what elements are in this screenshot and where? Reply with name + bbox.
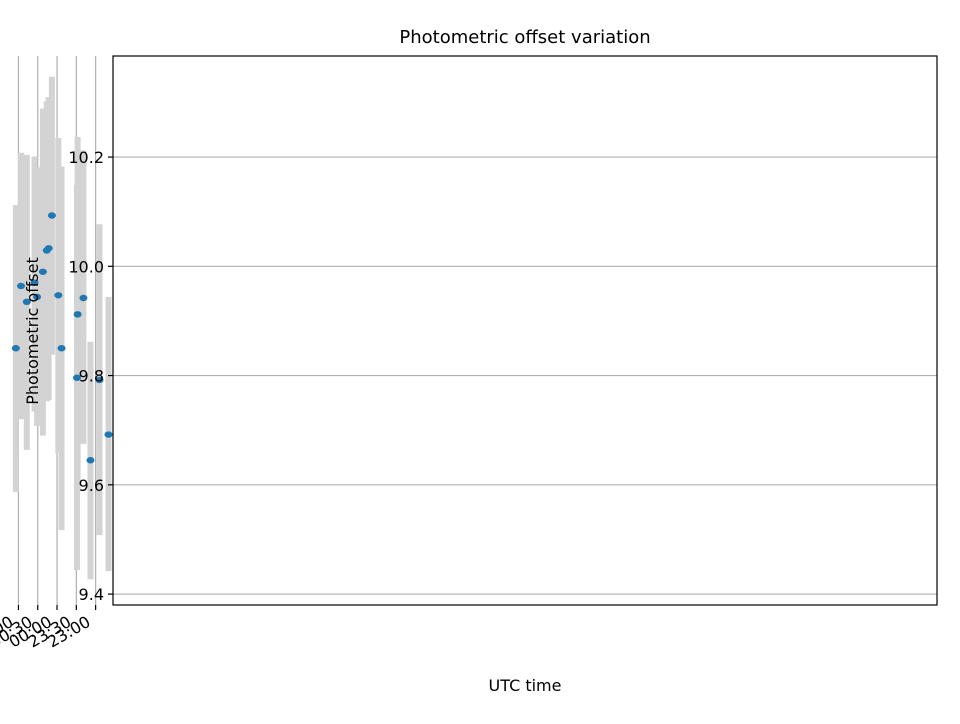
y-tick-label: 10.2 <box>68 148 104 167</box>
data-points <box>11 212 113 464</box>
x-axis-label: UTC time <box>489 676 562 695</box>
data-point <box>79 294 88 302</box>
y-tick-label: 9.8 <box>79 367 104 386</box>
data-point <box>73 311 82 318</box>
chart-title: Photometric offset variation <box>399 27 650 48</box>
data-point <box>104 431 113 438</box>
plot-frame <box>112 55 938 606</box>
y-axis: 9.4 9.6 9.8 10.0 10.2 <box>68 148 113 604</box>
data-point <box>33 293 42 301</box>
data-point <box>11 345 20 352</box>
data-point <box>47 212 56 219</box>
data-point <box>57 345 66 352</box>
data-point <box>30 279 39 286</box>
data-point <box>22 298 31 306</box>
y-tick-label: 10.0 <box>68 257 104 276</box>
data-point <box>86 457 95 464</box>
data-point <box>38 268 47 275</box>
y-axis-label: Photometric offset <box>23 257 42 405</box>
data-point <box>17 282 26 290</box>
data-point <box>54 292 63 299</box>
data-point <box>72 374 81 381</box>
data-point <box>95 376 104 384</box>
y-tick-label: 9.4 <box>79 585 104 604</box>
y-tick-label: 9.6 <box>79 476 104 495</box>
data-point <box>42 247 51 254</box>
